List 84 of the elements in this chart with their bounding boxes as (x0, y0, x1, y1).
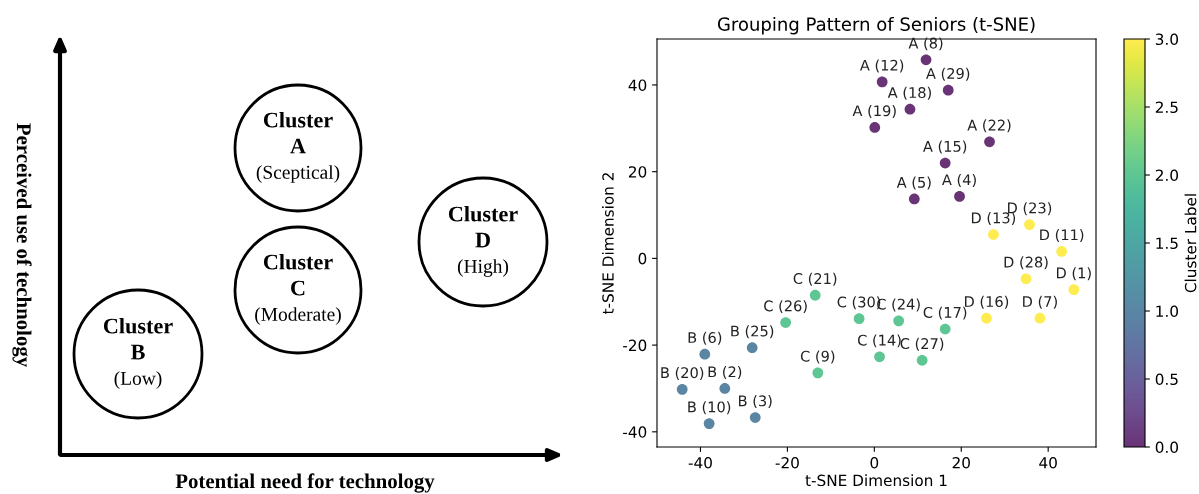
point (939, 157, 951, 169)
point (812, 367, 824, 379)
point (676, 383, 688, 395)
annotation: D (7) (1023, 295, 1057, 309)
annotation: D (13) (971, 212, 1016, 226)
color-bar-label: 2.0 (1155, 169, 1178, 182)
x-tick-label: -40 (688, 456, 712, 469)
y-tick-label: -40 (623, 426, 647, 438)
annotation: A (4) (942, 173, 976, 187)
annotation: D (11) (1040, 229, 1084, 243)
point (780, 317, 792, 328)
point (1024, 219, 1035, 230)
point (916, 354, 928, 366)
annotation: C (27) (900, 337, 944, 351)
point (699, 348, 711, 360)
point (908, 193, 920, 205)
annotation: A (8) (908, 37, 943, 51)
color-bar-label: 1.5 (1156, 237, 1178, 250)
x-tick-label: -20 (775, 456, 799, 469)
point (904, 103, 916, 115)
annotation: D (28) (1004, 256, 1048, 270)
point (920, 54, 932, 66)
point (1056, 246, 1068, 257)
color-bar-label: 2.5 (1155, 101, 1178, 114)
point (869, 122, 881, 133)
annotation: B (20) (661, 366, 704, 380)
y-tick-label: 20 (628, 166, 647, 178)
annotation: A (22) (967, 119, 1011, 133)
point (939, 323, 951, 335)
annotation: D (1) (1057, 267, 1091, 281)
point (1020, 273, 1032, 285)
chart-title: Grouping Pattern of Seniors (t-SNE) (717, 16, 1035, 35)
text: Potential need for technology (175, 473, 435, 493)
annotation: A (19) (852, 105, 896, 119)
point (749, 412, 761, 423)
text: Cluster C (Moderate) (255, 253, 341, 325)
annotation: B (6) (688, 331, 722, 345)
point (1068, 284, 1080, 295)
x-tick-label: 20 (952, 456, 970, 469)
y-tick-label: 0 (638, 252, 647, 265)
text: Perceived use of technology (12, 123, 32, 367)
point (809, 289, 821, 301)
point (981, 312, 992, 324)
point (893, 315, 905, 327)
x-axis-title: t-SNE Dimension 1 (805, 474, 947, 487)
point (874, 351, 885, 363)
color-bar-label: 0.0 (1155, 441, 1178, 454)
point (984, 136, 995, 148)
annotation: B (10) (688, 401, 731, 415)
text: Cluster A (Sceptical) (256, 111, 340, 183)
point (954, 191, 965, 202)
annotation: C (21) (793, 272, 837, 286)
point (876, 76, 888, 88)
point (1034, 312, 1046, 324)
annotation: A (15) (923, 140, 967, 154)
x-tick-label: 0 (870, 456, 879, 469)
point (746, 342, 758, 354)
annotation: A (18) (887, 86, 931, 100)
annotation: A (29) (926, 67, 970, 81)
annotation: A (5) (896, 176, 931, 190)
annotation: C (9) (800, 350, 835, 364)
annotation: B (25) (731, 325, 774, 339)
text: Cluster B (Low) (103, 317, 173, 389)
annotation: C (26) (764, 300, 807, 314)
point (988, 229, 999, 240)
color-bar-label: 3.0 (1155, 33, 1178, 46)
annotation: C (14) (857, 334, 901, 348)
y-axis-title: t-SNE Dimension 2 (601, 173, 614, 315)
y-tick-label: -20 (623, 339, 647, 352)
annotation: A (12) (859, 59, 904, 73)
color-bar-title: Cluster Label (1184, 194, 1197, 293)
point (942, 84, 954, 96)
point (853, 313, 865, 325)
annotation: B (3) (739, 395, 772, 409)
y-tick-label: 40 (628, 79, 647, 91)
text: Cluster D (High) (448, 205, 518, 277)
annotation: D (16) (965, 295, 1009, 309)
color-bar-label: 0.5 (1155, 373, 1178, 386)
color-bar-label: 1.0 (1156, 305, 1178, 318)
annotation: B (2) (708, 366, 742, 380)
point (719, 383, 731, 394)
x-tick-label: 40 (1039, 456, 1057, 469)
annotation: C (17) (923, 306, 967, 320)
point (703, 418, 715, 429)
